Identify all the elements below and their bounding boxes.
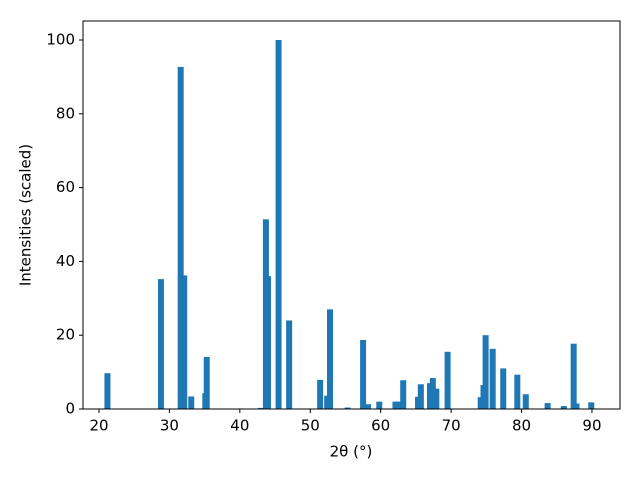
x-tick-label: 30: [160, 417, 179, 435]
bar: [188, 396, 195, 409]
bar: [275, 40, 282, 410]
x-tick-label: 70: [442, 417, 461, 435]
y-axis-label: Intensities (scaled): [17, 144, 35, 286]
x-tick-label: 80: [512, 417, 531, 435]
x-tick-label: 40: [230, 417, 249, 435]
bar: [514, 374, 521, 409]
bar: [482, 335, 489, 409]
bar: [392, 401, 399, 409]
bar: [376, 401, 383, 409]
bar: [326, 309, 333, 409]
y-tick-label: 20: [56, 326, 75, 344]
bar: [365, 404, 372, 409]
bar: [177, 66, 184, 409]
bar: [104, 373, 111, 409]
y-tick-label: 40: [56, 252, 75, 270]
bar: [400, 380, 407, 409]
bar: [317, 379, 324, 409]
bar: [429, 378, 436, 409]
bar: [444, 351, 451, 409]
y-tick-label: 100: [46, 31, 75, 49]
bar: [489, 348, 496, 409]
y-tick-label: 0: [65, 400, 75, 418]
bar: [588, 402, 595, 409]
x-tick-label: 60: [371, 417, 390, 435]
y-tick-label: 80: [56, 104, 75, 122]
bar: [344, 407, 351, 409]
bar: [257, 407, 264, 409]
bar: [500, 368, 507, 409]
bar: [522, 394, 529, 409]
bar: [286, 320, 293, 409]
bar: [181, 275, 188, 409]
bar: [203, 356, 210, 409]
bar: [265, 276, 272, 409]
y-tick-label: 60: [56, 178, 75, 196]
x-tick-label: 90: [582, 417, 601, 435]
bar: [157, 279, 164, 409]
bar: [570, 343, 577, 409]
bar: [544, 403, 551, 409]
bar: [573, 403, 580, 409]
bar: [560, 406, 567, 409]
bar: [396, 401, 403, 409]
bar: [360, 339, 367, 409]
x-tick-label: 50: [301, 417, 320, 435]
plot-frame: [82, 20, 621, 410]
bar: [417, 384, 424, 409]
x-tick-label: 20: [89, 417, 108, 435]
x-axis-label: 2θ (°): [330, 443, 373, 461]
bar: [433, 388, 440, 409]
